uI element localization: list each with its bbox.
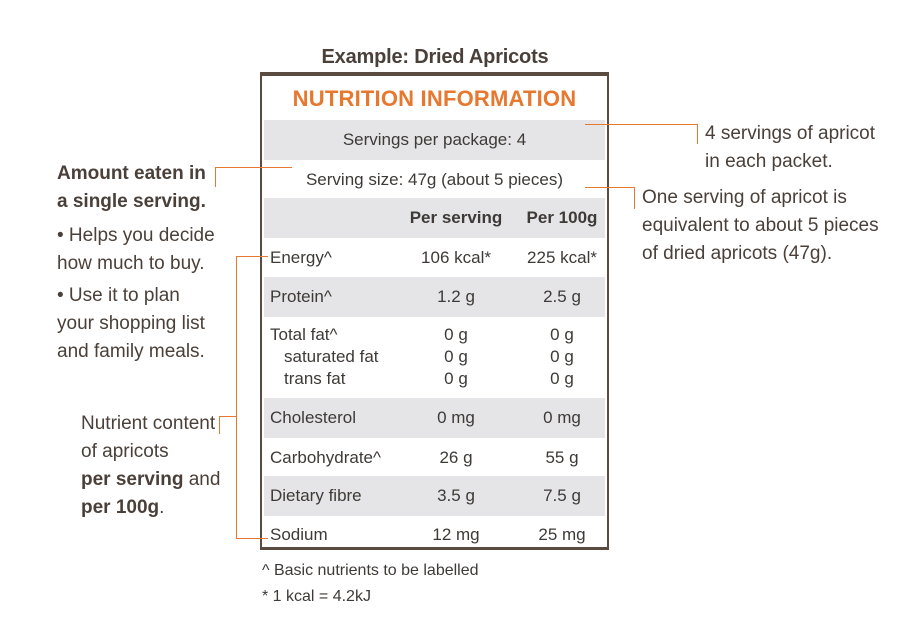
nutrient-name: Dietary fibre (270, 486, 362, 505)
serving-size-row: Serving size: 47g (about 5 pieces) (264, 160, 605, 198)
nutrient-bracket-top (236, 256, 268, 257)
nutrient-annotation-line: per 100g. (81, 494, 220, 522)
footnote-basic-nutrients: ^ Basic nutrients to be labelled (262, 562, 479, 579)
table-row: Energy^ 106 kcal* 225 kcal* (264, 238, 605, 277)
serving-size: Serving size: 47g (about 5 pieces) (305, 170, 564, 189)
servings-connector (585, 124, 697, 125)
servings-row: Servings per package: 4 (264, 120, 605, 160)
nutrient-name: Carbohydrate^ (270, 448, 381, 467)
nutrient-name: Cholesterol (270, 408, 356, 427)
serving-size-connector-tick (634, 187, 635, 209)
bullet-point-cont: how much to buy. (57, 253, 205, 274)
nutrient-bracket-pointer-tick (219, 416, 220, 434)
per-serving-value: 0 g (444, 369, 468, 388)
fat-group-row: Total fat^ 0 g 0 g saturated fat 0 g 0 g… (264, 317, 605, 398)
nutrient-bracket-bottom (236, 538, 268, 539)
serving-amount-title: a single serving. (57, 191, 206, 212)
per-100g-value: 2.5 g (543, 287, 581, 306)
amount-connector-tick (215, 167, 216, 187)
per-serving-value: 26 g (439, 448, 473, 467)
servings-per-package: Servings per package: 4 (342, 130, 527, 149)
per-100g-value: 25 mg (538, 525, 586, 544)
nutrient-name: Energy^ (270, 248, 332, 267)
per-serving-value: 0 g (444, 347, 468, 366)
per-100g-value: 0 g (550, 325, 574, 344)
nutrient-name: Protein^ (270, 287, 332, 306)
per-100g-emphasis: per 100g (81, 497, 160, 518)
servings-annotation-line: 4 servings of apricot (705, 123, 876, 144)
table-row: Cholesterol 0 mg 0 mg (264, 398, 605, 438)
nutrient-content-annotation: Nutrient content of apricots per serving… (81, 410, 220, 522)
per-serving-value: 3.5 g (437, 486, 475, 505)
serving-amount-title: Amount eaten in (57, 163, 206, 184)
example-title: Example: Dried Apricots (321, 46, 549, 68)
nutrient-name: trans fat (284, 369, 346, 388)
bullet-point-cont: and family meals. (57, 341, 205, 362)
per-100g-value: 0 g (550, 347, 574, 366)
per-serving-emphasis: per serving (81, 469, 184, 490)
serving-size-annotation: One serving of apricot is equivalent to … (642, 184, 879, 268)
servings-annotation: 4 servings of apricot in each packet. (705, 120, 875, 176)
per-serving-value: 1.2 g (437, 287, 475, 306)
serving-amount-annotation: Amount eaten in a single serving. • Help… (57, 160, 215, 366)
nutrient-name: saturated fat (284, 347, 379, 366)
per-100g-value: 0 mg (543, 408, 581, 427)
serving-size-annotation-line: equivalent to about 5 pieces (642, 215, 879, 236)
nutrition-label: NUTRITION INFORMATION Servings per packa… (260, 72, 609, 550)
period-text: . (159, 497, 165, 518)
servings-connector-tick (697, 124, 698, 144)
per-serving-value: 12 mg (432, 525, 480, 544)
table-row: Protein^ 1.2 g 2.5 g (264, 277, 605, 317)
bullet-point-cont: your shopping list (57, 313, 205, 334)
table-row: Dietary fibre 3.5 g 7.5 g (264, 476, 605, 516)
col-per-100g: Per 100g (526, 208, 598, 227)
per-serving-value: 0 mg (437, 408, 475, 427)
and-text: and (183, 469, 221, 490)
label-title-row: NUTRITION INFORMATION (264, 76, 605, 120)
nutrient-name: Total fat^ (270, 325, 338, 344)
amount-connector (215, 167, 292, 168)
per-100g-value: 225 kcal* (527, 248, 597, 267)
bullet-point: • Use it to plan (57, 285, 180, 306)
nutrient-annotation-line: Nutrient content (81, 413, 216, 434)
serving-size-annotation-line: One serving of apricot is (642, 187, 847, 208)
per-100g-value: 55 g (545, 448, 579, 467)
servings-annotation-line: in each packet. (705, 151, 833, 172)
serving-size-connector (585, 187, 635, 188)
nutrient-bracket-spine (236, 256, 237, 539)
bullet-point: • Helps you decide (57, 225, 215, 246)
nutrient-annotation-line: of apricots (81, 441, 169, 462)
per-100g-value: 7.5 g (543, 486, 581, 505)
table-row: Carbohydrate^ 26 g 55 g (264, 438, 605, 476)
col-per-serving: Per serving (409, 208, 503, 227)
per-100g-value: 0 g (550, 369, 574, 388)
label-title: NUTRITION INFORMATION (292, 86, 577, 111)
nutrient-name: Sodium (270, 525, 328, 544)
serving-size-annotation-line: of dried apricots (47g). (642, 243, 833, 264)
footnote-kcal: * 1 kcal = 4.2kJ (262, 588, 371, 605)
table-row: Sodium 12 mg 25 mg (264, 516, 605, 547)
column-header-row: Per serving Per 100g (264, 198, 605, 238)
per-serving-value: 0 g (444, 325, 468, 344)
per-serving-value: 106 kcal* (421, 248, 491, 267)
nutrient-bracket-pointer (219, 416, 236, 417)
nutrient-annotation-line: per serving and (81, 466, 220, 494)
